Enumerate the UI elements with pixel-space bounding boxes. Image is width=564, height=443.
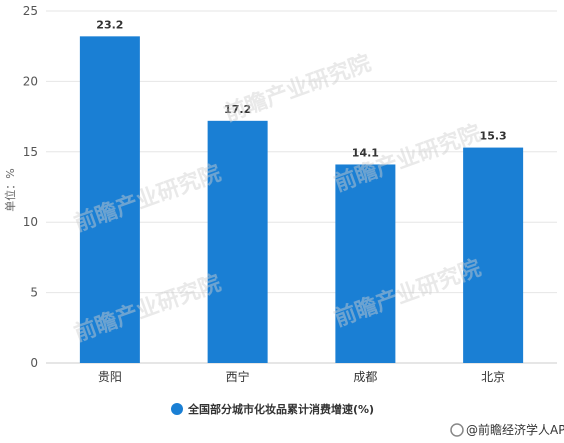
y-tick-label: 20 bbox=[23, 74, 38, 88]
data-label: 17.2 bbox=[224, 103, 251, 116]
brand-label: @前瞻经济学人APP bbox=[466, 422, 564, 437]
y-tick-label: 15 bbox=[23, 145, 38, 159]
bar bbox=[79, 36, 140, 364]
legend-marker bbox=[171, 403, 183, 415]
x-category-label: 北京 bbox=[481, 370, 505, 384]
bar bbox=[335, 164, 396, 363]
x-category-label: 西宁 bbox=[226, 369, 250, 384]
bar bbox=[207, 120, 268, 363]
legend-label: 全国部分城市化妆品累计消费增速(%) bbox=[187, 402, 374, 416]
x-category-label: 成都 bbox=[353, 370, 377, 384]
y-tick-label: 0 bbox=[30, 356, 38, 370]
bars bbox=[79, 36, 524, 364]
y-axis-label: 单位：% bbox=[3, 168, 17, 211]
watermark-text: 前瞻产业研究院 bbox=[221, 50, 375, 127]
y-axis-ticks: 0 5 10 15 20 25 bbox=[23, 4, 38, 370]
data-labels: 23.2 17.2 14.1 15.3 bbox=[96, 18, 506, 159]
brand-footer: @前瞻经济学人APP bbox=[450, 422, 564, 437]
bar bbox=[463, 147, 524, 363]
legend: 全国部分城市化妆品累计消费增速(%) bbox=[171, 402, 374, 416]
category-labels: 贵阳 西宁 成都 北京 bbox=[98, 369, 505, 384]
x-category-label: 贵阳 bbox=[98, 370, 122, 384]
y-tick-label: 25 bbox=[23, 4, 38, 18]
y-tick-label: 5 bbox=[30, 286, 38, 300]
data-label: 14.1 bbox=[352, 146, 379, 159]
y-tick-label: 10 bbox=[23, 215, 38, 229]
brand-logo-icon bbox=[450, 423, 464, 437]
data-label: 23.2 bbox=[96, 18, 123, 31]
data-label: 15.3 bbox=[480, 130, 507, 143]
